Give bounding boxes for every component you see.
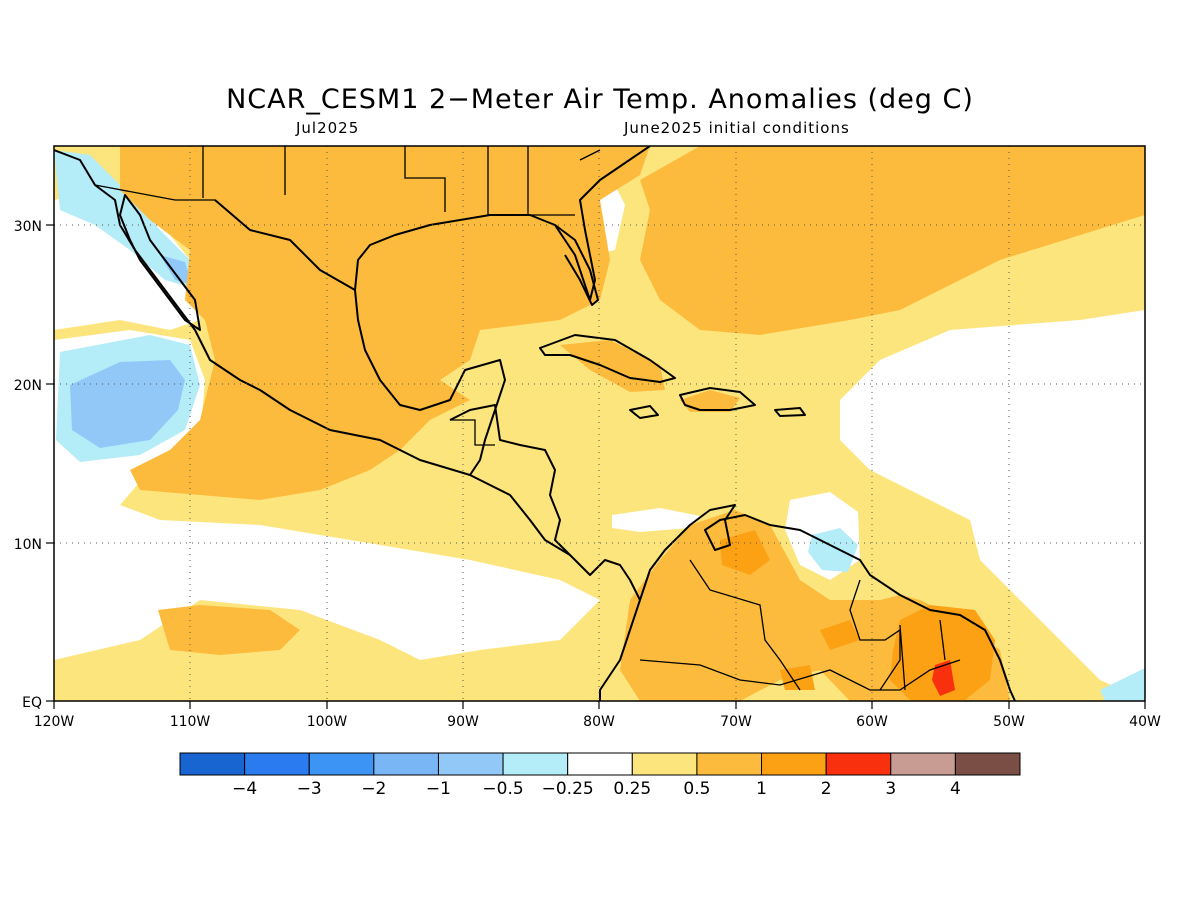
lon-label: 90W xyxy=(447,714,479,730)
anomaly-lightblue-atlantic-se xyxy=(1100,668,1145,701)
anomaly-orange-pacific-band xyxy=(158,605,300,655)
anomaly-lightblue-venezuela xyxy=(808,528,858,572)
colorbar-swatch xyxy=(373,752,439,776)
init-conditions: June2025 initial conditions xyxy=(624,119,850,137)
anomaly-lightblue-baja xyxy=(54,150,200,290)
colorbar-swatch xyxy=(502,752,569,776)
lon-label: 120W xyxy=(34,714,75,730)
colorbar-swatch xyxy=(308,752,375,776)
coast-jamaica xyxy=(629,405,659,419)
border-colombia-venezuela xyxy=(689,559,801,691)
anomaly-darkorange-guianas xyxy=(890,605,995,700)
lon-label: 100W xyxy=(307,714,348,730)
anomaly-darkorange-brazil xyxy=(780,665,815,690)
colorbar-label: −3 xyxy=(297,779,322,799)
anomaly-red-guiana xyxy=(932,660,955,696)
colorbar-swatch xyxy=(567,752,633,776)
border-guianas xyxy=(899,619,946,691)
colorbar-labels: −4 −3 −2 −1 −0.5 −0.25 0.25 0.5 1 2 3 4 xyxy=(232,779,961,799)
colorbar-label: 2 xyxy=(821,779,832,799)
colorbar-label: 0.25 xyxy=(613,779,651,799)
axis-ticks xyxy=(46,224,1146,709)
anomaly-darkorange-venezuela xyxy=(720,530,770,575)
colorbar-swatch xyxy=(825,752,892,776)
colorbar-swatch xyxy=(761,752,827,776)
colorbar-label: −0.25 xyxy=(542,779,594,799)
colorbar xyxy=(179,752,1021,776)
lon-label: 50W xyxy=(993,714,1025,730)
colorbar-label: −4 xyxy=(232,779,257,799)
border-venezuela-guyana xyxy=(849,579,901,691)
colorbar-label: 3 xyxy=(885,779,896,799)
lat-label: 10N xyxy=(14,537,42,553)
anomaly-white-atlantic xyxy=(840,310,1145,700)
lon-label: 80W xyxy=(583,714,615,730)
colorbar-label: 1 xyxy=(756,779,767,799)
anomaly-darkorange-colombia xyxy=(820,620,860,650)
colorbar-swatch xyxy=(954,752,1021,776)
colorbar-swatch xyxy=(696,752,763,776)
lon-label: 40W xyxy=(1129,714,1161,730)
colorbar-label: −2 xyxy=(361,779,386,799)
lon-label: 70W xyxy=(720,714,752,730)
anomaly-blue-pacific xyxy=(70,360,185,448)
border-brazil-north xyxy=(639,659,961,691)
anomaly-field xyxy=(54,146,1145,701)
lon-label: 60W xyxy=(856,714,888,730)
border-us-mexico xyxy=(94,184,356,291)
coast-cuba xyxy=(539,334,676,383)
political-borders xyxy=(94,146,961,691)
lat-label: EQ xyxy=(22,695,42,711)
coast-central-america xyxy=(449,404,571,556)
colorbar-label: −1 xyxy=(426,779,451,799)
colorbar-swatch xyxy=(631,752,698,776)
colorbar-label: −0.5 xyxy=(482,779,523,799)
border-us-states xyxy=(202,146,601,216)
coast-puerto-rico xyxy=(774,407,806,417)
lon-label: 110W xyxy=(170,714,211,730)
graticule xyxy=(54,146,1145,701)
colorbar-label: 0.5 xyxy=(683,779,710,799)
colorbar-swatch xyxy=(890,752,956,776)
colorbar-label: 4 xyxy=(950,779,961,799)
lat-label: 30N xyxy=(14,219,42,235)
coast-baja xyxy=(119,194,201,331)
colorbar-swatch xyxy=(437,752,504,776)
anomaly-orange-atlantic xyxy=(640,146,1145,335)
colorbar-swatch xyxy=(179,752,246,776)
border-guatemala-belize xyxy=(450,419,495,446)
lat-labels: EQ 10N 20N 30N xyxy=(14,219,42,711)
coast-florida xyxy=(554,224,599,306)
anomaly-orange-mexico-gulf xyxy=(120,146,650,500)
colorbar-swatch xyxy=(244,752,310,776)
coast-hispaniola xyxy=(679,387,756,411)
coast-south-america-north xyxy=(639,504,1016,701)
lon-labels: 120W 110W 100W 90W 80W 70W 60W 50W 40W xyxy=(34,714,1161,730)
valid-month: Jul2025 xyxy=(296,119,360,137)
lat-label: 20N xyxy=(14,378,42,394)
anomaly-white-colombia-sw xyxy=(612,508,700,532)
coast-mexico-gulf-west xyxy=(354,289,506,476)
anomaly-orange-hispaniola xyxy=(680,390,740,412)
map-title: NCAR_CESM1 2−Meter Air Temp. Anomalies (… xyxy=(226,84,974,115)
